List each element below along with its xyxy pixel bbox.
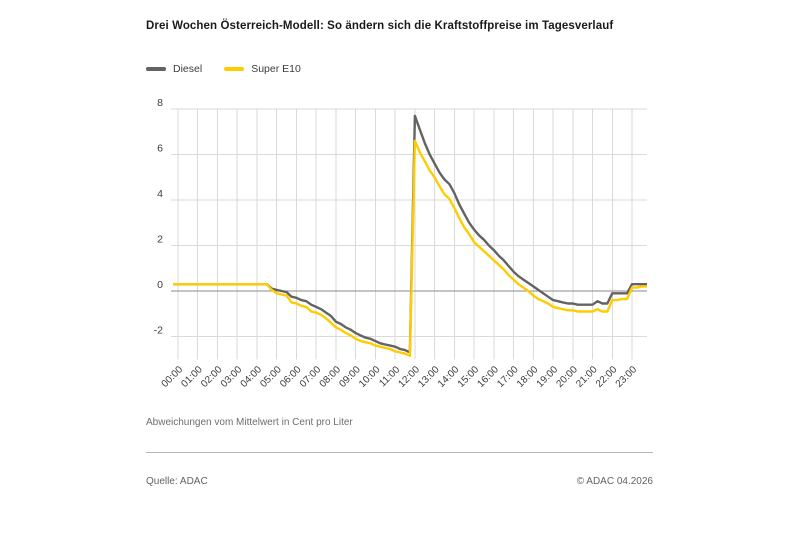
svg-text:02:00: 02:00	[199, 364, 225, 390]
svg-text:10:00: 10:00	[357, 364, 383, 390]
legend-item-super-e10: Super E10	[224, 63, 301, 75]
diesel-legend-swatch	[146, 67, 166, 71]
svg-text:09:00: 09:00	[337, 364, 363, 390]
fuel-price-chart: 8 6 4 2 0 -2 00:00 01:00 02:00 03:00 04:00 05:00 06:…	[135, 88, 665, 440]
y-tick-labels: 8 6 4 2 0 -2	[154, 97, 164, 337]
svg-text:19:00: 19:00	[535, 364, 561, 390]
super-e10-line	[173, 139, 648, 357]
svg-text:-2: -2	[154, 325, 163, 337]
y-gridlines	[171, 108, 647, 337]
legend-item-super-e10-label: Super E10	[251, 63, 301, 75]
svg-text:03:00: 03:00	[219, 364, 245, 390]
svg-text:23:00: 23:00	[614, 364, 640, 390]
svg-text:05:00: 05:00	[258, 364, 284, 390]
svg-text:4: 4	[157, 188, 163, 200]
svg-text:04:00: 04:00	[239, 364, 265, 390]
svg-text:22:00: 22:00	[594, 364, 620, 390]
super-e10-legend-swatch	[224, 67, 245, 71]
svg-text:08:00: 08:00	[318, 364, 344, 390]
svg-text:0: 0	[157, 279, 163, 291]
svg-text:21:00: 21:00	[574, 364, 600, 390]
svg-text:2: 2	[157, 234, 163, 246]
svg-text:16:00: 16:00	[475, 364, 501, 390]
svg-text:06:00: 06:00	[278, 364, 304, 390]
legend-item-diesel: Diesel	[146, 63, 202, 75]
svg-text:13:00: 13:00	[416, 364, 442, 390]
svg-text:07:00: 07:00	[298, 364, 324, 390]
x-gridlines	[177, 109, 633, 360]
svg-text:14:00: 14:00	[436, 364, 462, 390]
chart-title: Drei Wochen Österreich-Modell: So ändern…	[146, 20, 614, 32]
legend: Diesel Super E10	[146, 63, 301, 75]
svg-text:00:00: 00:00	[160, 364, 186, 390]
svg-text:8: 8	[157, 97, 163, 109]
svg-text:01:00: 01:00	[179, 364, 205, 390]
svg-text:15:00: 15:00	[456, 364, 482, 390]
svg-text:12:00: 12:00	[397, 364, 423, 390]
chart-caption: Abweichungen vom Mittelwert in Cent pro …	[146, 417, 353, 428]
svg-text:18:00: 18:00	[515, 364, 541, 390]
source-label: Quelle: ADAC	[146, 476, 208, 487]
legend-item-diesel-label: Diesel	[173, 63, 203, 75]
x-tick-labels: 00:0001:0002:0003:0004:0005:0006:0007:00…	[160, 364, 640, 390]
svg-text:20:00: 20:00	[554, 364, 580, 390]
svg-text:17:00: 17:00	[495, 364, 521, 390]
footer-divider	[146, 452, 653, 453]
svg-text:6: 6	[157, 143, 163, 155]
copyright-label: © ADAC 04.2026	[576, 476, 653, 487]
